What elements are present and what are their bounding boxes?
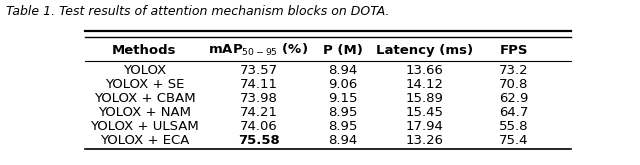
Text: YOLOX + ULSAM: YOLOX + ULSAM (90, 120, 199, 133)
Text: 13.66: 13.66 (406, 64, 444, 77)
Text: YOLOX + SE: YOLOX + SE (105, 78, 184, 91)
Text: YOLOX + CBAM: YOLOX + CBAM (93, 92, 195, 105)
Text: YOLOX + NAM: YOLOX + NAM (98, 106, 191, 119)
Text: Latency (ms): Latency (ms) (376, 44, 474, 57)
Text: YOLOX + ECA: YOLOX + ECA (100, 134, 189, 147)
Text: 8.95: 8.95 (328, 120, 358, 133)
Text: P (M): P (M) (323, 44, 363, 57)
Text: 9.15: 9.15 (328, 92, 358, 105)
Text: YOLOX: YOLOX (123, 64, 166, 77)
Text: 55.8: 55.8 (499, 120, 529, 133)
Text: 74.06: 74.06 (240, 120, 277, 133)
Text: 17.94: 17.94 (406, 120, 444, 133)
Text: 73.57: 73.57 (239, 64, 278, 77)
Text: 62.9: 62.9 (499, 92, 529, 105)
Text: 15.45: 15.45 (406, 106, 444, 119)
Text: Methods: Methods (112, 44, 177, 57)
Text: 8.94: 8.94 (328, 134, 358, 147)
Text: 13.26: 13.26 (406, 134, 444, 147)
Text: mAP$_{50-95}$ (%): mAP$_{50-95}$ (%) (209, 42, 308, 58)
Text: 8.94: 8.94 (328, 64, 358, 77)
Text: 73.98: 73.98 (239, 92, 278, 105)
Text: 75.58: 75.58 (237, 134, 280, 147)
Text: 75.4: 75.4 (499, 134, 529, 147)
Text: 14.12: 14.12 (406, 78, 444, 91)
Text: 8.95: 8.95 (328, 106, 358, 119)
Text: 15.89: 15.89 (406, 92, 444, 105)
Text: FPS: FPS (500, 44, 528, 57)
Text: Table 1. Test results of attention mechanism blocks on DOTA.: Table 1. Test results of attention mecha… (6, 5, 390, 18)
Text: 9.06: 9.06 (328, 78, 358, 91)
Text: 74.11: 74.11 (239, 78, 278, 91)
Text: 73.2: 73.2 (499, 64, 529, 77)
Text: 70.8: 70.8 (499, 78, 529, 91)
Text: 64.7: 64.7 (499, 106, 529, 119)
Text: 74.21: 74.21 (239, 106, 278, 119)
